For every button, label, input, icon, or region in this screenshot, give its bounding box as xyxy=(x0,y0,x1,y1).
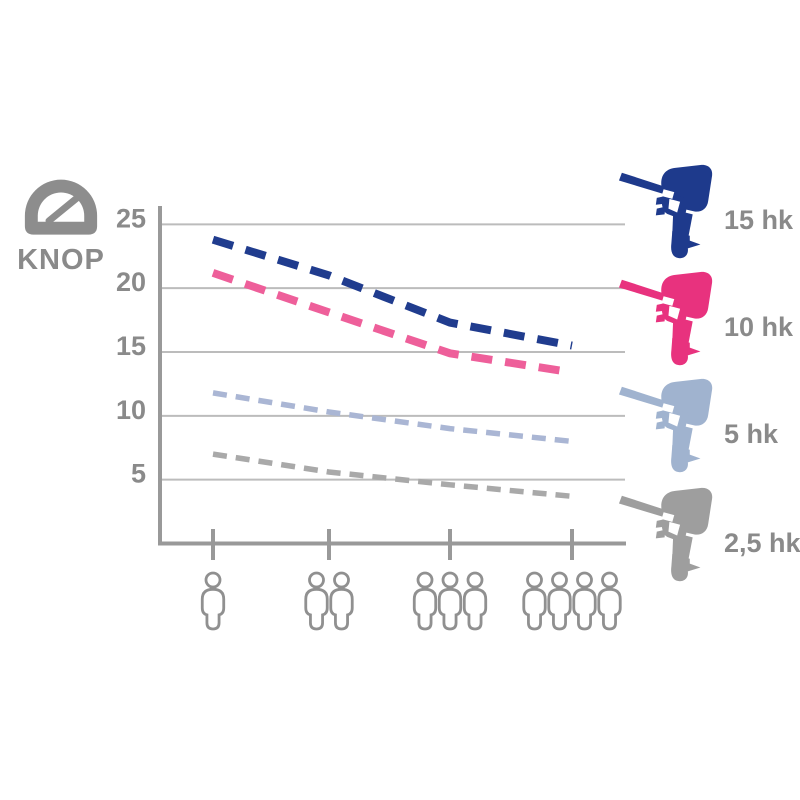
person-icon xyxy=(572,571,597,631)
person-icon xyxy=(304,571,329,631)
series-line-10-hk xyxy=(211,269,573,377)
legend-item-2-5hk: 2,5 hk xyxy=(618,486,800,586)
y-tick-label: 10 xyxy=(116,395,146,425)
person-icon xyxy=(329,571,354,631)
series-line-5-hk xyxy=(212,390,573,445)
legend-label: 2,5 hk xyxy=(724,528,800,558)
person-icon xyxy=(597,571,622,631)
legend-item-5hk: 5 hk xyxy=(618,377,800,477)
person-icon xyxy=(522,571,547,631)
legend-label: 15 hk xyxy=(724,205,794,235)
outboard-motor-icon xyxy=(618,486,715,583)
speedometer-icon xyxy=(24,179,98,235)
person-icon xyxy=(462,571,488,631)
outboard-motor-icon xyxy=(618,377,715,474)
legend-item-10hk: 10 hk xyxy=(618,270,800,370)
y-tick-label: 15 xyxy=(116,331,146,361)
outboard-motor-icon xyxy=(618,270,715,367)
person-icon xyxy=(547,571,572,631)
legend-label: 10 hk xyxy=(724,312,794,342)
series-line-2-5-hk xyxy=(212,451,573,500)
series-line-15-hk xyxy=(211,235,573,350)
legend-label: 5 hk xyxy=(724,419,779,449)
outboard-motor-icon xyxy=(618,163,715,260)
unit-box: KNOP xyxy=(6,176,116,277)
y-tick-label: 5 xyxy=(131,459,146,489)
person-icon xyxy=(437,571,463,631)
person-icon xyxy=(412,571,438,631)
legend-item-15hk: 15 hk xyxy=(618,163,800,263)
y-tick-label: 25 xyxy=(116,203,146,233)
unit-label: KNOP xyxy=(17,244,105,276)
person-icon xyxy=(200,571,226,631)
y-tick-label: 20 xyxy=(116,267,146,297)
